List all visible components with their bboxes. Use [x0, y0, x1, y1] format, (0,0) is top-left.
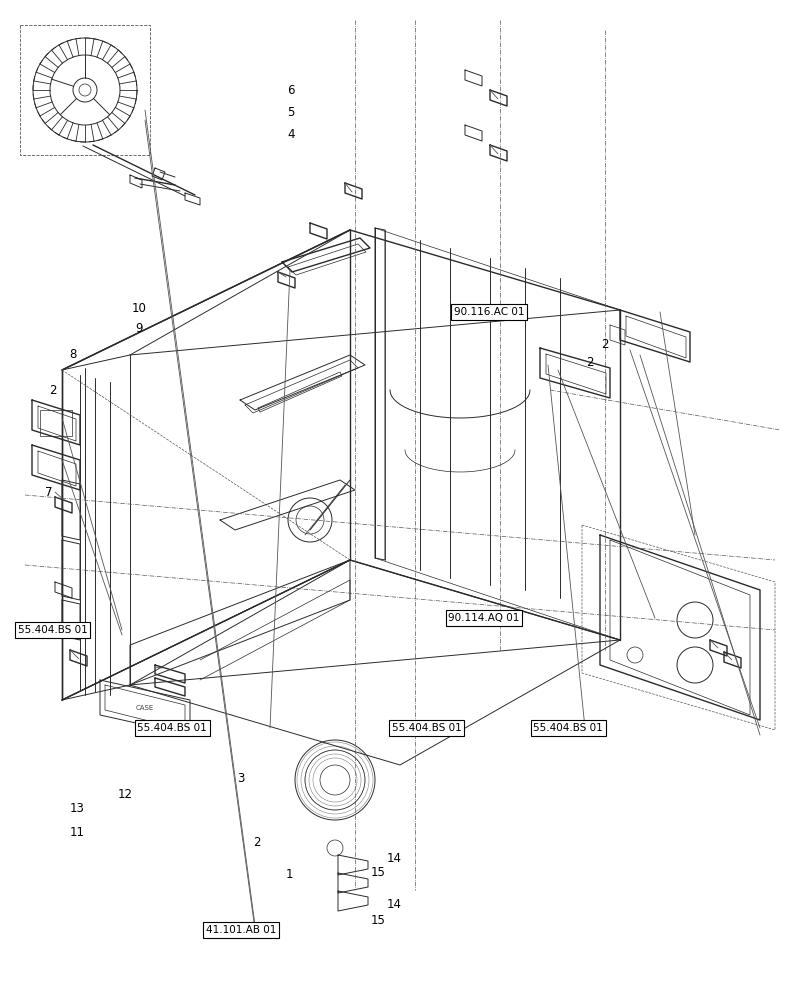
Text: 3: 3: [237, 772, 245, 784]
Text: 11: 11: [69, 826, 84, 838]
Text: 2: 2: [253, 836, 261, 850]
Text: 2: 2: [48, 383, 57, 396]
Text: 14: 14: [387, 898, 402, 912]
Text: 7: 7: [44, 486, 53, 498]
Bar: [40, 410, 72, 436]
Text: 41.101.AB 01: 41.101.AB 01: [206, 925, 276, 935]
Text: 14: 14: [387, 852, 402, 864]
Text: 90.116.AC 01: 90.116.AC 01: [454, 307, 524, 317]
Text: 55.404.BS 01: 55.404.BS 01: [533, 723, 603, 733]
Text: 9: 9: [135, 322, 143, 334]
Text: 15: 15: [371, 914, 385, 926]
Text: 55.404.BS 01: 55.404.BS 01: [137, 723, 207, 733]
Text: 2: 2: [600, 338, 608, 352]
Text: 90.114.AQ 01: 90.114.AQ 01: [448, 613, 520, 623]
Text: 15: 15: [371, 866, 385, 880]
Text: 5: 5: [287, 105, 295, 118]
Text: 8: 8: [69, 349, 77, 361]
Text: 13: 13: [69, 802, 84, 814]
Text: 10: 10: [132, 302, 146, 314]
Text: 55.404.BS 01: 55.404.BS 01: [392, 723, 461, 733]
Text: 2: 2: [586, 356, 594, 368]
Text: 4: 4: [287, 128, 295, 141]
Text: CASE: CASE: [136, 705, 154, 711]
Text: 6: 6: [287, 84, 295, 97]
Text: 1: 1: [285, 868, 293, 882]
Text: 55.404.BS 01: 55.404.BS 01: [18, 625, 87, 635]
Text: 12: 12: [118, 788, 133, 802]
